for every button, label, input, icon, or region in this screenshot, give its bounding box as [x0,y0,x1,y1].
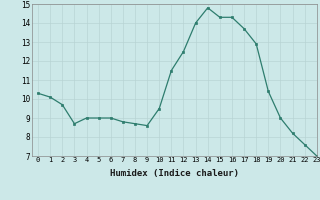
X-axis label: Humidex (Indice chaleur): Humidex (Indice chaleur) [110,169,239,178]
